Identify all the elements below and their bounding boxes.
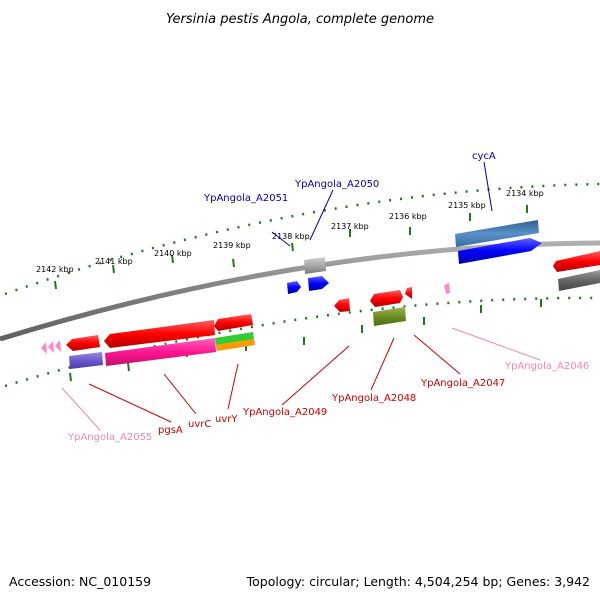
accession-text: Accession: NC_010159: [9, 574, 151, 589]
gene-A2047: [405, 287, 412, 299]
gene-pink-arrow: [55, 340, 61, 352]
gene-A2048: [370, 290, 403, 307]
gene-A2050: [308, 276, 329, 291]
gene-label-uvrY[interactable]: uvrY: [215, 414, 238, 425]
gene-cycA-lane2: [455, 220, 539, 247]
gene-label-A2051[interactable]: YpAngola_A2051: [203, 193, 288, 204]
forward-genes: [287, 220, 600, 294]
scale-label: 2135 kbp: [448, 201, 486, 210]
scale-label: 2134 kbp: [506, 189, 544, 198]
gene-orange: [216, 339, 255, 351]
gene-label-A2047[interactable]: YpAngola_A2047: [420, 378, 505, 389]
gene-uvrY-red: [214, 314, 253, 331]
gene-A2050-grey: [304, 257, 326, 274]
gene-right-red: [553, 251, 600, 272]
gene-pgsA-uvrC-red: [104, 320, 215, 348]
gene-A2051: [287, 281, 301, 294]
gene-right-grey: [558, 270, 600, 291]
gene-A2046: [444, 283, 450, 294]
scale-label: 2141 kbp: [95, 257, 133, 266]
gene-A2055: [66, 335, 100, 351]
map-title: Yersinia pestis Angola, complete genome: [166, 12, 434, 27]
gene-pink-arrow: [41, 342, 47, 354]
scale-label: 2142 kbp: [36, 265, 74, 274]
gene-label-uvrC[interactable]: uvrC: [188, 419, 211, 430]
gene-A2049: [334, 298, 350, 312]
gene-A2055-purple: [69, 352, 103, 369]
scale-label: 2139 kbp: [213, 241, 251, 250]
gene-label-A2055[interactable]: YpAngola_A2055: [67, 432, 152, 443]
scale-label: 2140 kbp: [154, 249, 192, 258]
gene-pink-arrow: [48, 341, 54, 353]
gene-green: [215, 332, 254, 345]
gene-label-A2048[interactable]: YpAngola_A2048: [331, 393, 416, 404]
gene-labels: cycA YpAngola_A2050 YpAngola_A2051 YpAng…: [67, 151, 589, 443]
gene-cycA: [458, 238, 542, 264]
callout-lines: [61, 161, 541, 431]
scale-label: 2136 kbp: [389, 212, 427, 221]
scale-labels: 2142 kbp 2141 kbp 2140 kbp 2139 kbp 2138…: [36, 189, 544, 274]
scale-label: 2137 kbp: [331, 222, 369, 231]
gene-A2048-olive: [373, 307, 406, 326]
genome-backbone: [0, 240, 600, 342]
gene-magenta: [105, 338, 216, 366]
gene-label-A2046[interactable]: YpAngola_A2046: [504, 361, 589, 372]
gene-label-A2049[interactable]: YpAngola_A2049: [242, 407, 327, 418]
gene-label-pgsA[interactable]: pgsA: [158, 425, 183, 436]
gene-label-A2050[interactable]: YpAngola_A2050: [294, 179, 379, 190]
genome-summary-text: Topology: circular; Length: 4,504,254 bp…: [246, 574, 590, 589]
scale-label: 2138 kbp: [272, 232, 310, 241]
reverse-genes: [41, 283, 450, 369]
gene-label-cycA[interactable]: cycA: [472, 151, 496, 162]
